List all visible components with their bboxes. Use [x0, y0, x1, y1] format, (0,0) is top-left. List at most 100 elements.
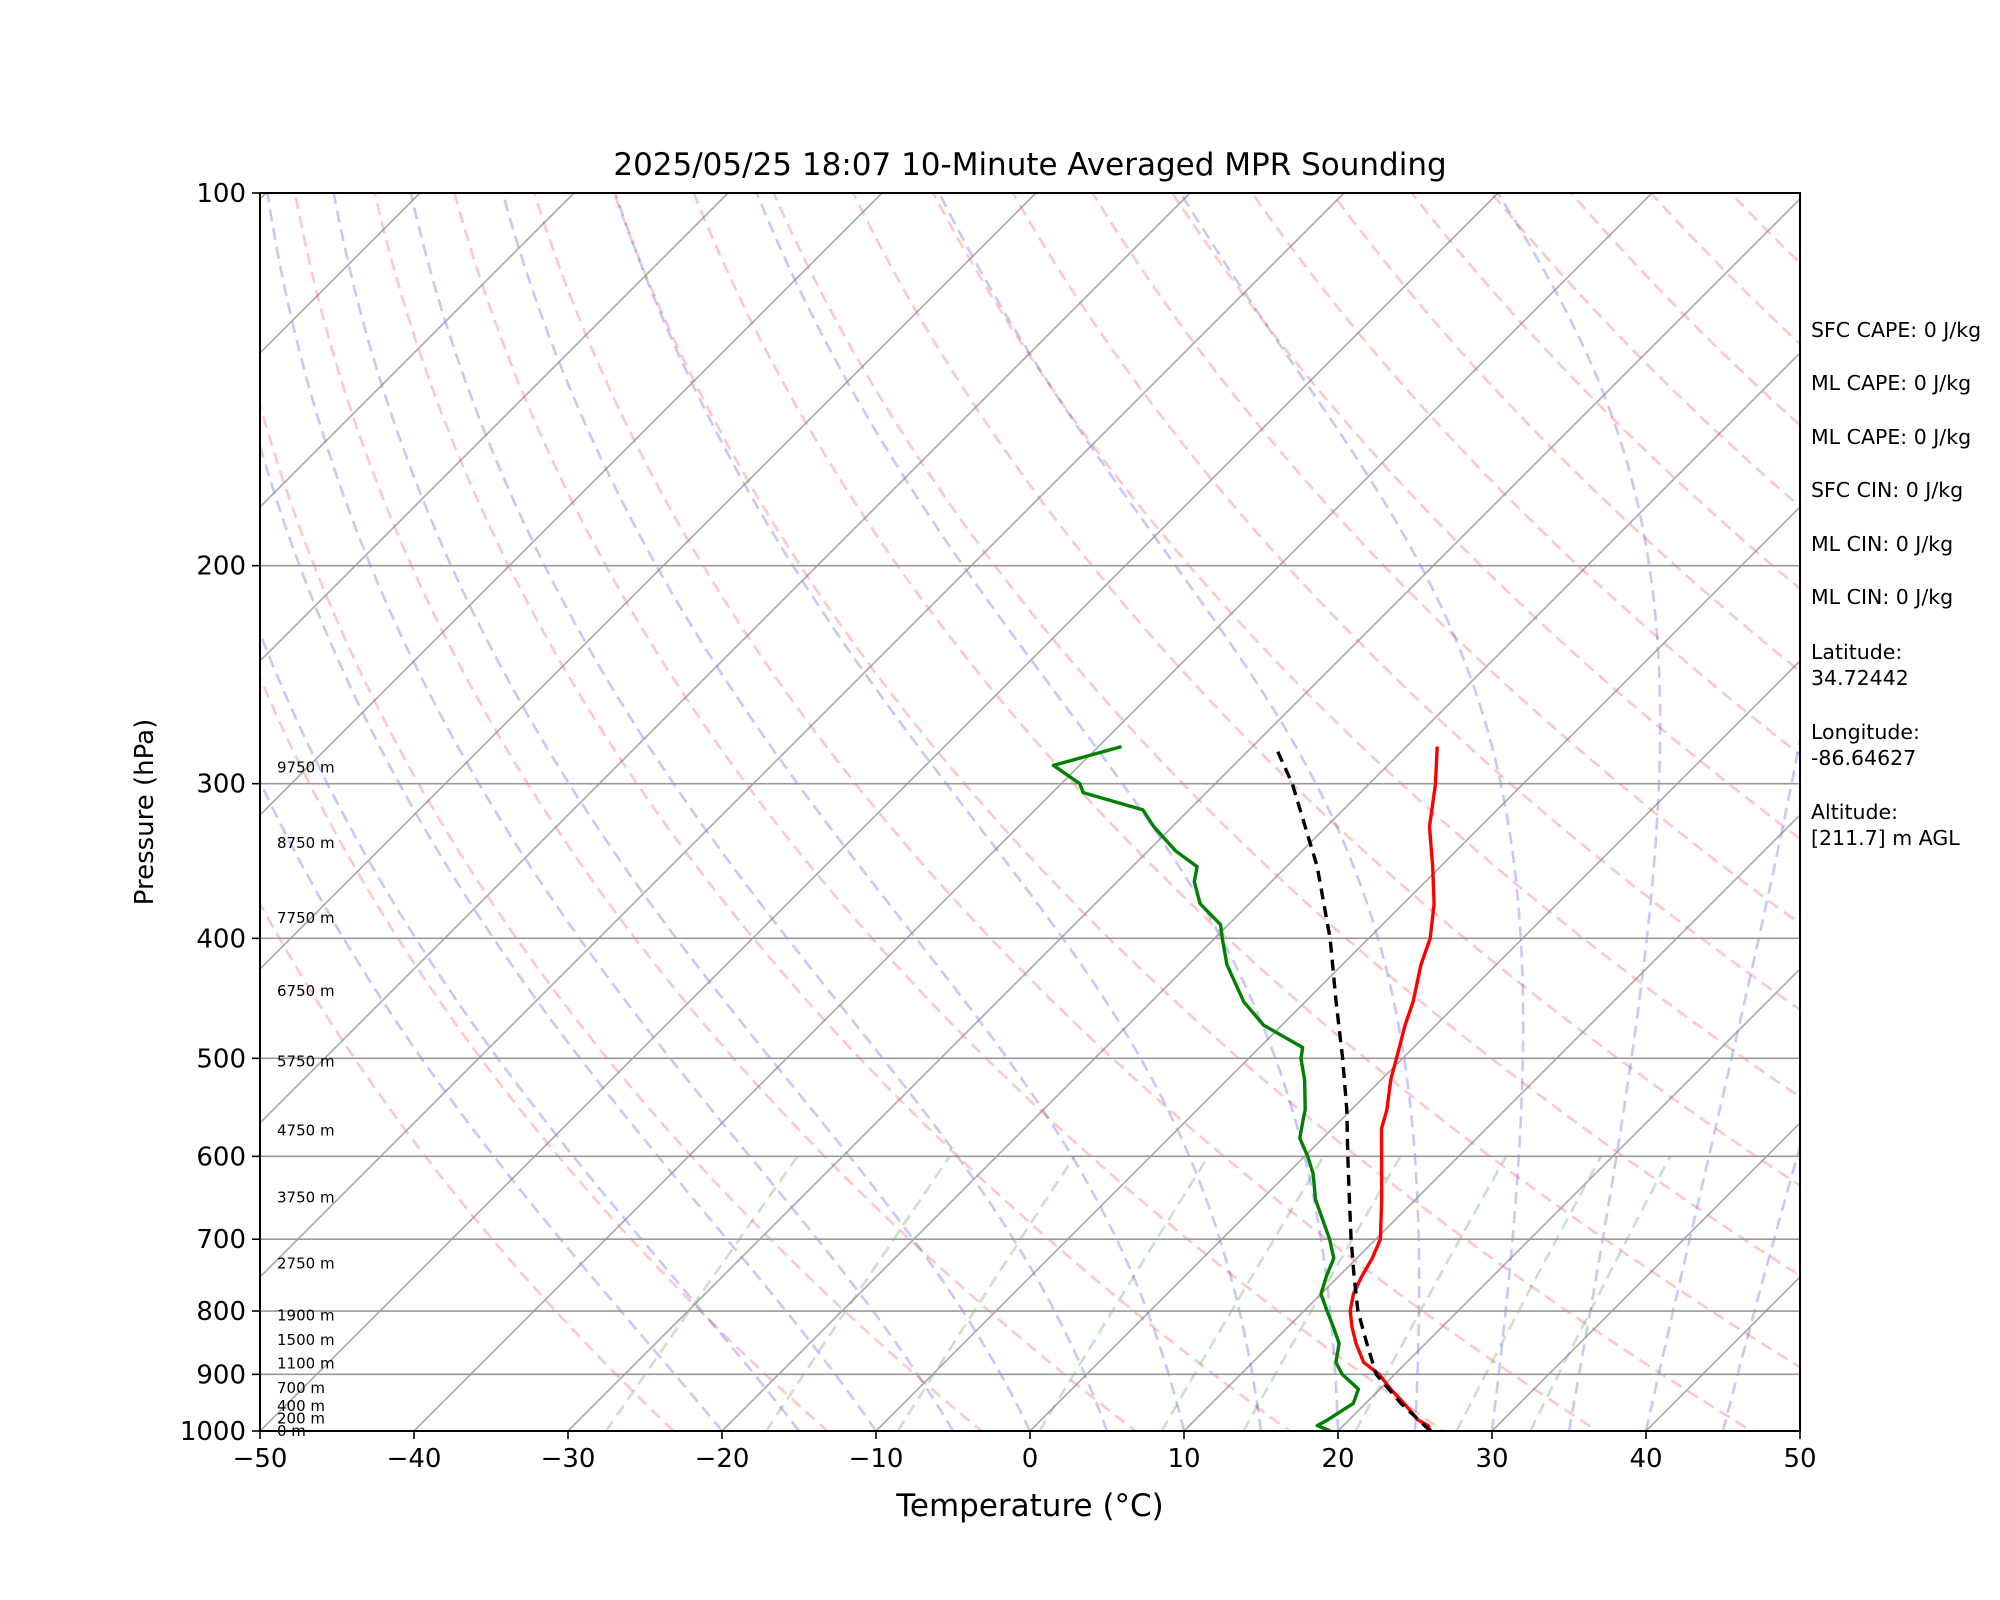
moist-adiabat	[501, 193, 1186, 1431]
sfc-cape-text: SFC CAPE: 0 J/kg	[1811, 318, 1982, 342]
altitude-label: Altitude:	[1811, 800, 1899, 824]
x-tick-label: 20	[1321, 1444, 1354, 1474]
dry-adiabat	[293, 193, 1138, 1431]
moist-adiabat	[260, 778, 724, 1431]
height-label: 3750 m	[277, 1189, 335, 1207]
moist-adiabat	[260, 440, 878, 1431]
mixing-ratio-line	[1038, 1155, 1210, 1431]
background-lines	[0, 193, 1800, 1431]
latitude-label: Latitude:	[1811, 640, 1903, 664]
mixing-ratio-line	[1529, 1155, 1672, 1431]
moist-adiabat	[613, 193, 1263, 1431]
dry-adiabat	[373, 193, 1292, 1431]
y-tick-label: 100	[196, 179, 246, 209]
x-tick-label: −30	[541, 1444, 596, 1474]
y-tick-label: 500	[196, 1044, 246, 1074]
x-tick-label: −10	[849, 1444, 904, 1474]
latitude-value: 34.72442	[1811, 666, 1909, 690]
mixing-ratio-line	[765, 1155, 951, 1431]
dry-adiabat	[260, 400, 984, 1431]
mixing-ratio-line	[896, 1155, 1076, 1431]
height-label: 9750 m	[277, 758, 335, 776]
x-tick-label: 50	[1783, 1444, 1816, 1474]
altitude-value: [211.7] m AGL	[1811, 826, 1960, 850]
plot-frame	[259, 192, 1801, 1432]
moist-adiabat	[1644, 733, 1800, 1431]
y-tick-label: 900	[196, 1360, 246, 1390]
dry-adiabat	[931, 193, 1800, 1099]
isotherm	[567, 197, 1800, 1431]
isotherm	[1491, 1121, 1800, 1431]
y-tick-label: 800	[196, 1297, 246, 1327]
isotherm	[260, 193, 575, 509]
x-axis-ticks: −50 −40 −30 −20 −10 0 10 20 30 40 50	[233, 1431, 1817, 1474]
y-tick-label: 700	[196, 1225, 246, 1255]
moist-adiabat	[1496, 193, 1662, 1431]
y-tick-label: 1000	[180, 1417, 246, 1447]
height-label: 400 m	[277, 1397, 325, 1415]
height-label: 2750 m	[277, 1254, 335, 1272]
x-tick-label: 0	[1022, 1444, 1039, 1474]
mixing-ratio-line	[604, 1155, 799, 1431]
isobars	[260, 193, 1800, 1431]
dry-adiabat	[1011, 193, 1800, 1012]
y-tick-label: 400	[196, 924, 246, 954]
isotherm	[260, 193, 1191, 1125]
isotherm	[413, 193, 1653, 1431]
x-tick-label: 10	[1167, 1444, 1200, 1474]
y-axis-label: Pressure (hPa)	[130, 719, 160, 906]
height-label: 8750 m	[277, 834, 335, 852]
moist-adiabat	[1179, 193, 1525, 1431]
height-label: 4750 m	[277, 1122, 335, 1140]
isotherm	[1029, 659, 1800, 1431]
isotherm	[260, 193, 1499, 1431]
mixing-ratio-line	[1160, 1155, 1325, 1431]
dry-adiabat	[453, 193, 1446, 1431]
chart-title: 2025/05/25 18:07 10-Minute Averaged MPR …	[613, 147, 1446, 183]
x-tick-label: −40	[387, 1444, 442, 1474]
x-tick-label: 30	[1475, 1444, 1508, 1474]
height-label: 7750 m	[277, 909, 335, 927]
height-label: 1900 m	[277, 1307, 335, 1325]
height-label: 1500 m	[277, 1331, 335, 1349]
temperature-profile	[1348, 746, 1439, 1431]
isotherm	[260, 193, 729, 663]
isotherm	[1337, 967, 1800, 1431]
y-tick-label: 200	[196, 552, 246, 582]
dry-adiabat	[532, 193, 1600, 1431]
height-label: 1100 m	[277, 1354, 335, 1372]
dry-adiabat	[612, 193, 1754, 1431]
sfc-cin-text: SFC CIN: 0 J/kg	[1811, 478, 1964, 502]
y-tick-label: 600	[196, 1142, 246, 1172]
ml-cin-text-2: ML CIN: 0 J/kg	[1811, 585, 1954, 609]
moist-adiabat	[266, 193, 955, 1431]
longitude-label: Longitude:	[1811, 720, 1920, 744]
ml-cin-text: ML CIN: 0 J/kg	[1811, 532, 1954, 556]
sounding-series	[1051, 744, 1439, 1431]
dry-adiabat	[772, 193, 1800, 1278]
ml-cape-text-2: ML CAPE: 0 J/kg	[1811, 425, 1972, 449]
x-tick-label: 40	[1629, 1444, 1662, 1474]
isotherm	[260, 193, 1345, 1279]
dewpoint-profile	[1051, 744, 1361, 1431]
longitude-value: -86.64627	[1811, 746, 1917, 770]
mixing-ratio-line	[1455, 1155, 1603, 1431]
moist-adiabat	[409, 193, 1109, 1431]
height-label: 5750 m	[277, 1053, 335, 1071]
x-axis-label: Temperature (°C)	[895, 1488, 1164, 1524]
ml-cape-text: ML CAPE: 0 J/kg	[1811, 371, 1972, 395]
height-label: 0 m	[277, 1422, 306, 1440]
isotherm	[1183, 813, 1800, 1431]
y-tick-label: 300	[196, 770, 246, 800]
moist-adiabat	[937, 193, 1421, 1431]
dry-adiabat	[851, 193, 1800, 1188]
moist-adiabat	[755, 193, 1340, 1431]
isotherm	[875, 505, 1800, 1431]
y-axis-ticks: 100 200 300 400 500 600 700 800 900 1000	[180, 179, 260, 1447]
isotherm	[0, 193, 112, 1431]
isotherm	[721, 351, 1800, 1431]
height-label: 700 m	[277, 1379, 325, 1397]
dry-adiabat	[1489, 193, 1800, 509]
